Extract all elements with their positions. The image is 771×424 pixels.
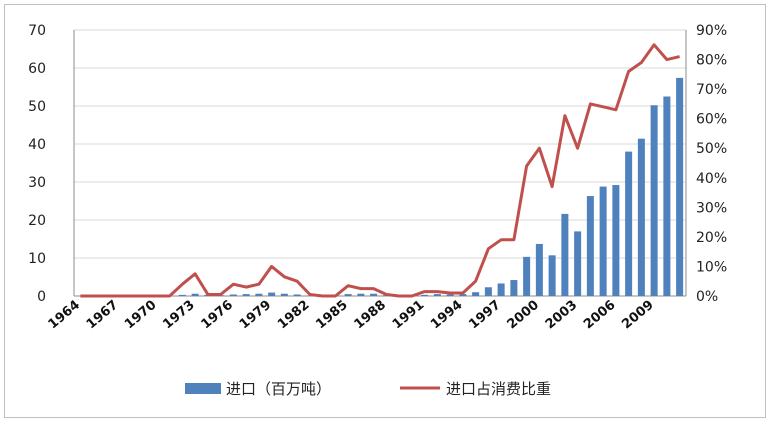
bar	[497, 283, 505, 296]
bar	[574, 231, 582, 296]
x-tick-label: 1985	[313, 298, 350, 333]
y-left-tick-label: 40	[28, 137, 46, 153]
x-tick-label: 2003	[543, 298, 580, 333]
bar	[523, 256, 531, 296]
legend-swatch-imports	[185, 383, 221, 394]
bar	[561, 213, 569, 296]
y-right-tick-label: 60%	[696, 112, 727, 128]
legend: 进口（百万吨） 进口占消费比重	[185, 380, 551, 398]
x-tick-label: 1964	[46, 298, 83, 333]
bar	[280, 293, 288, 296]
bar	[612, 185, 620, 296]
bar	[459, 294, 467, 296]
x-tick-label: 2006	[581, 298, 618, 333]
x-tick-label: 1967	[84, 298, 121, 333]
bar	[650, 105, 658, 297]
y-right-tick-label: 30%	[696, 200, 727, 216]
y-right-tick-label: 10%	[696, 259, 727, 275]
x-tick-label: 1982	[275, 298, 312, 333]
x-tick-label: 2009	[619, 298, 656, 333]
grid-lines	[74, 29, 686, 297]
y-right-tick-label: 50%	[696, 141, 727, 157]
bar	[357, 293, 365, 296]
y-right-tick-label: 80%	[696, 53, 727, 69]
bar	[510, 280, 518, 296]
x-tick-label: 1994	[428, 298, 465, 333]
bar	[229, 294, 237, 296]
y-right-tick-label: 90%	[696, 23, 727, 39]
bar	[421, 294, 429, 296]
import-bars	[178, 77, 684, 297]
bar	[370, 293, 378, 296]
x-axis-ticks: 1964 1967 1970 1973 1976 1979 1982 1985 1988 1991…	[46, 298, 657, 333]
bar	[472, 292, 480, 296]
bar	[242, 294, 250, 296]
bar	[293, 294, 301, 296]
right-axis-ticks: 0% 10% 20% 30% 40% 50% 60% 70% 80% 90%	[696, 23, 727, 305]
x-tick-label: 2000	[505, 298, 542, 333]
ratio-series-line	[80, 43, 680, 298]
bar	[586, 196, 594, 296]
y-left-tick-label: 0	[37, 289, 46, 305]
y-right-tick-label: 20%	[696, 230, 727, 246]
x-tick-label: 1979	[237, 298, 274, 333]
x-tick-label: 1997	[466, 298, 503, 333]
y-left-tick-label: 70	[28, 23, 46, 39]
bar	[663, 96, 671, 296]
bar	[344, 294, 352, 296]
y-right-tick-label: 0%	[696, 289, 718, 305]
bar	[599, 186, 607, 296]
y-left-tick-label: 10	[28, 251, 46, 267]
y-left-tick-label: 30	[28, 175, 46, 191]
bar	[446, 294, 454, 296]
y-right-tick-label: 40%	[696, 171, 727, 187]
x-tick-label: 1970	[122, 298, 159, 333]
y-left-tick-label: 50	[28, 99, 46, 115]
bar	[637, 138, 645, 296]
axes	[73, 30, 687, 296]
bar	[484, 287, 492, 296]
x-tick-label: 1973	[160, 298, 197, 333]
x-tick-label: 1988	[352, 298, 389, 333]
left-axis-ticks: 0 10 20 30 40 50 60 70	[28, 23, 46, 305]
ratio-line	[80, 43, 680, 298]
bar	[625, 151, 633, 296]
bar	[535, 243, 543, 296]
bar	[255, 293, 263, 296]
bar	[191, 293, 199, 296]
legend-label-imports: 进口（百万吨）	[226, 380, 331, 398]
bar	[676, 77, 684, 296]
bar	[548, 255, 556, 296]
y-right-tick-label: 70%	[696, 82, 727, 98]
bar	[268, 292, 276, 296]
y-left-tick-label: 60	[28, 61, 46, 77]
bar	[433, 294, 441, 296]
bar	[178, 294, 186, 296]
legend-label-ratio: 进口占消费比重	[446, 380, 551, 398]
x-tick-label: 1976	[199, 298, 236, 333]
y-left-tick-label: 20	[28, 213, 46, 229]
x-tick-label: 1991	[390, 298, 427, 333]
